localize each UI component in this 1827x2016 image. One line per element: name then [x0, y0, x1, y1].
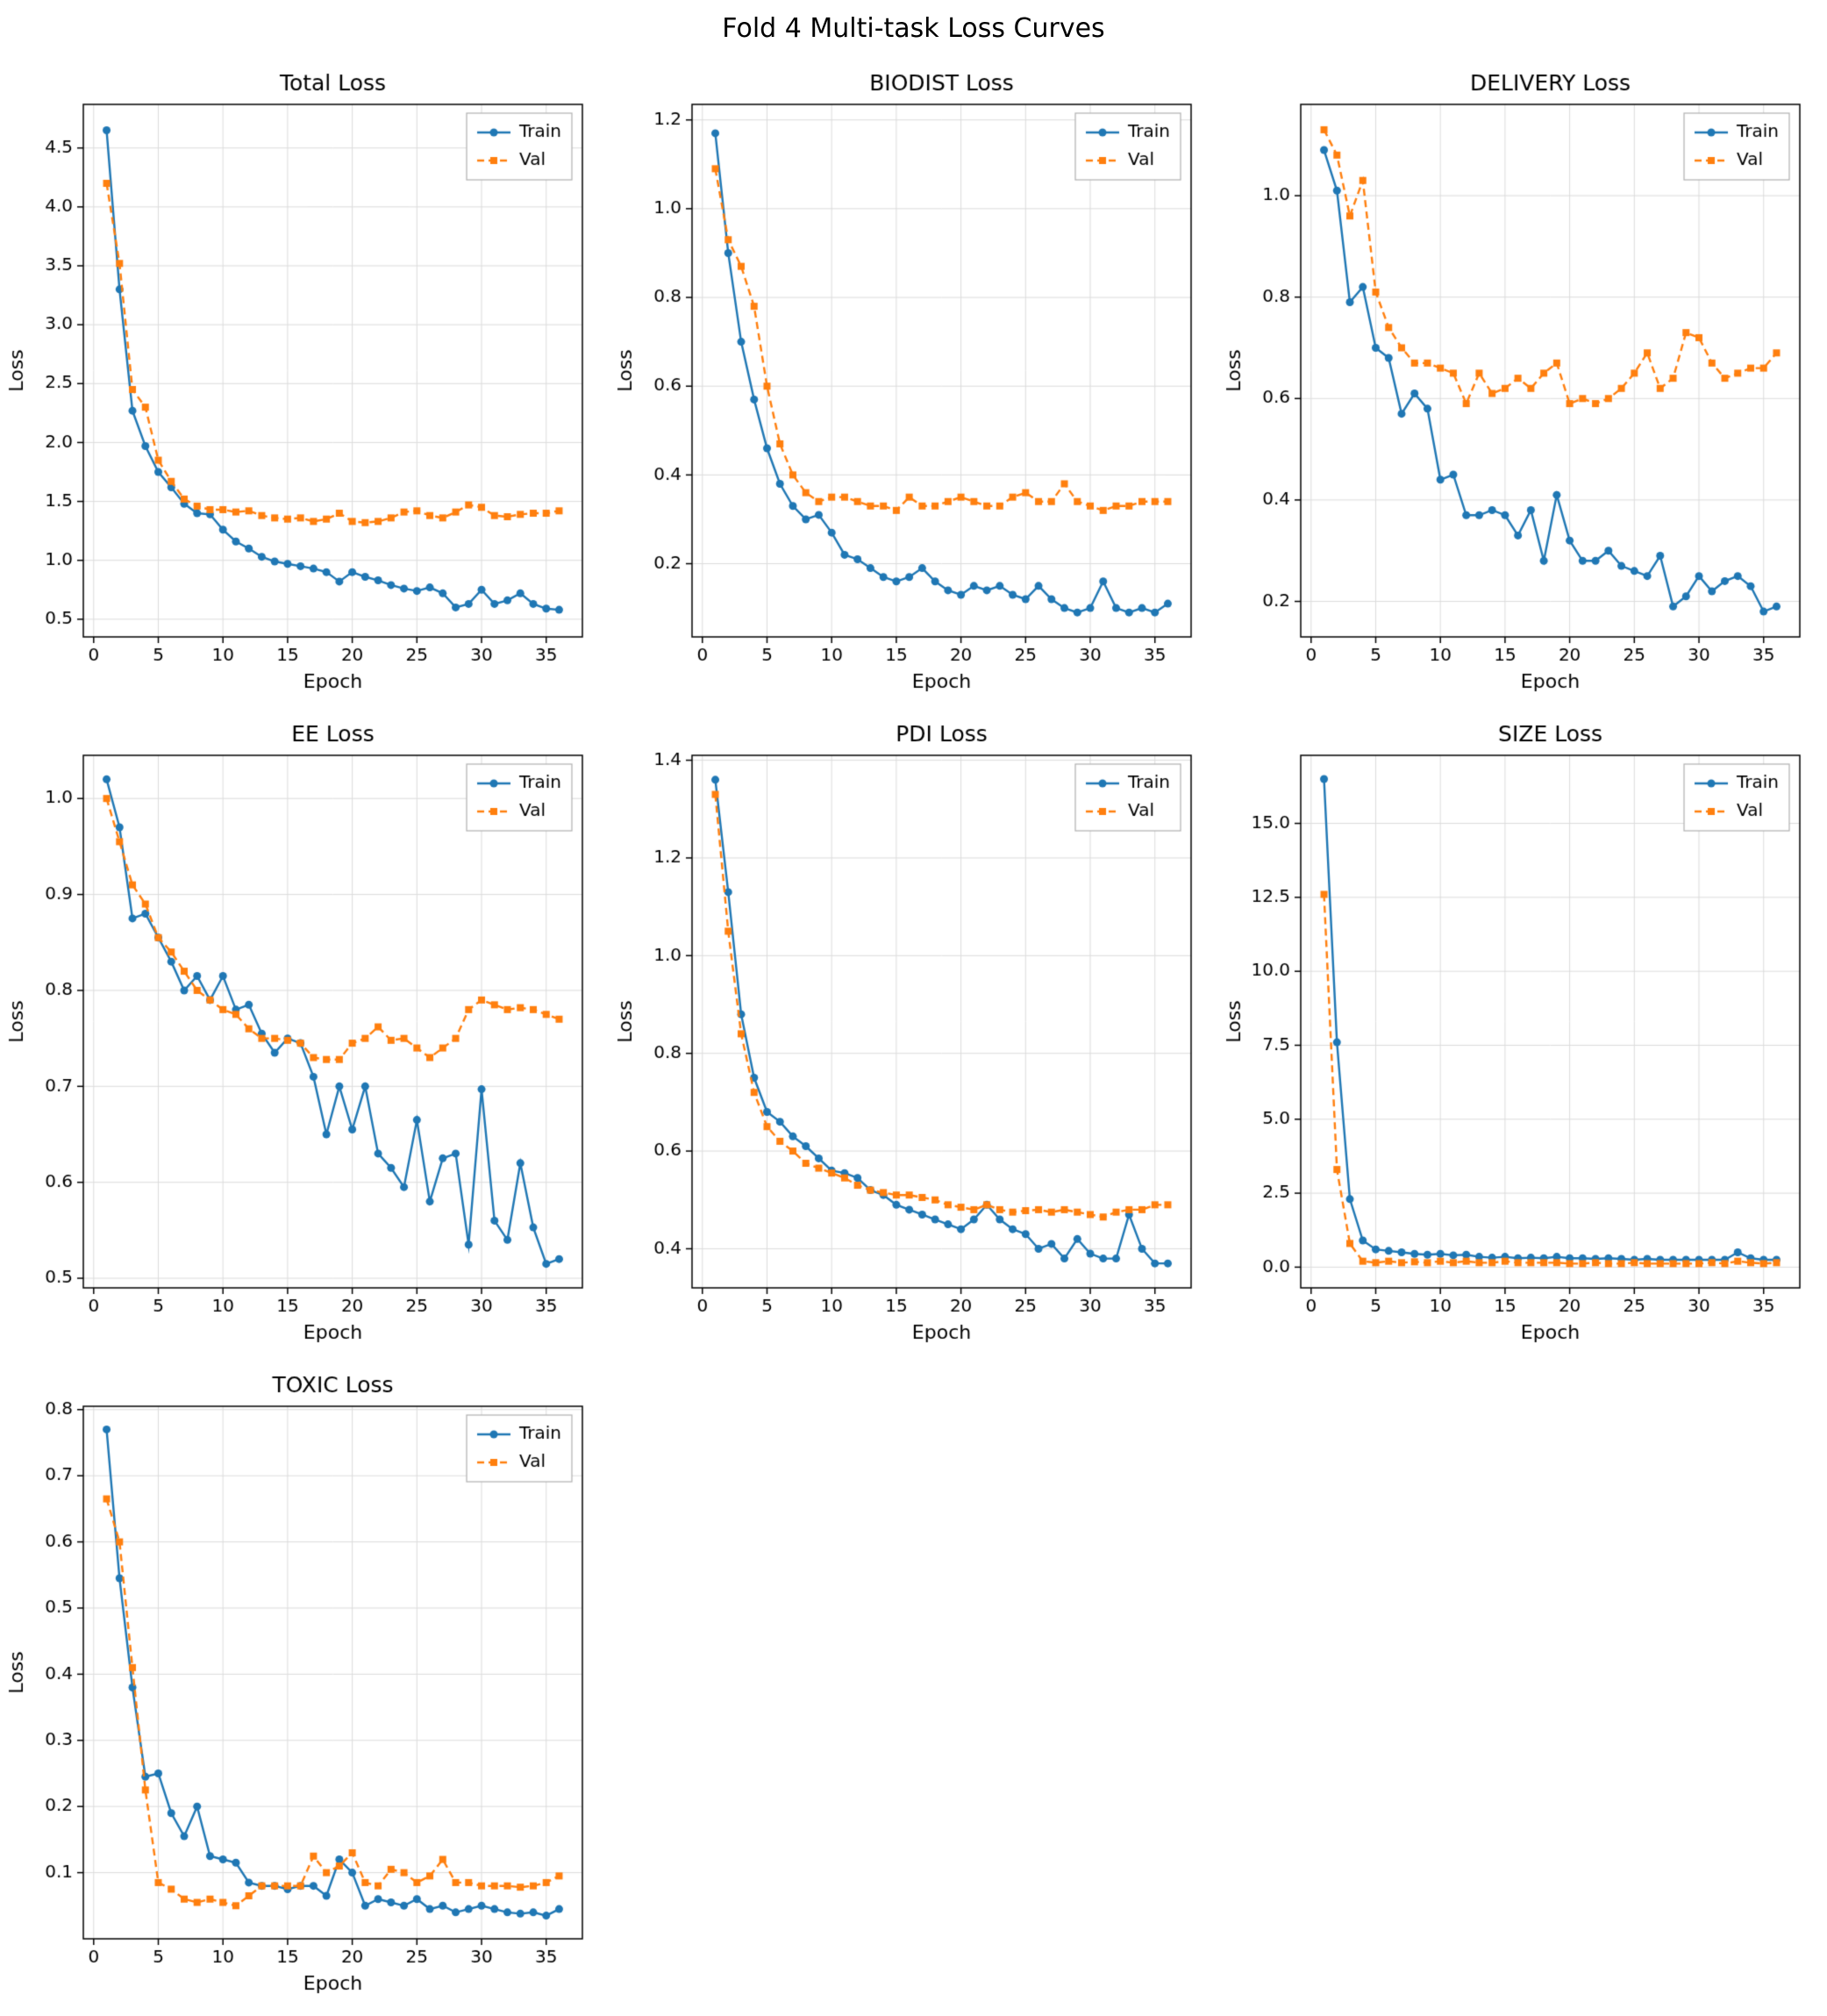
empty-cell: [1217, 1358, 1826, 2009]
chart-canvas-pdi-loss: [609, 707, 1217, 1358]
subplot-biodist-loss: [609, 56, 1217, 707]
charts-grid: [0, 56, 1826, 2009]
page-title: Fold 4 Multi-task Loss Curves: [722, 12, 1105, 44]
chart-canvas-delivery-loss: [1217, 56, 1826, 707]
subplot-size-loss: [1217, 707, 1826, 1358]
subplot-delivery-loss: [1217, 56, 1826, 707]
subplot-pdi-loss: [609, 707, 1217, 1358]
chart-canvas-biodist-loss: [609, 56, 1217, 707]
chart-canvas-size-loss: [1217, 707, 1826, 1358]
chart-canvas-ee-loss: [0, 707, 609, 1358]
subplot-ee-loss: [0, 707, 609, 1358]
chart-canvas-total-loss: [0, 56, 609, 707]
subplot-toxic-loss: [0, 1358, 609, 2009]
chart-canvas-toxic-loss: [0, 1358, 609, 2009]
subplot-total-loss: [0, 56, 609, 707]
empty-cell: [609, 1358, 1217, 2009]
